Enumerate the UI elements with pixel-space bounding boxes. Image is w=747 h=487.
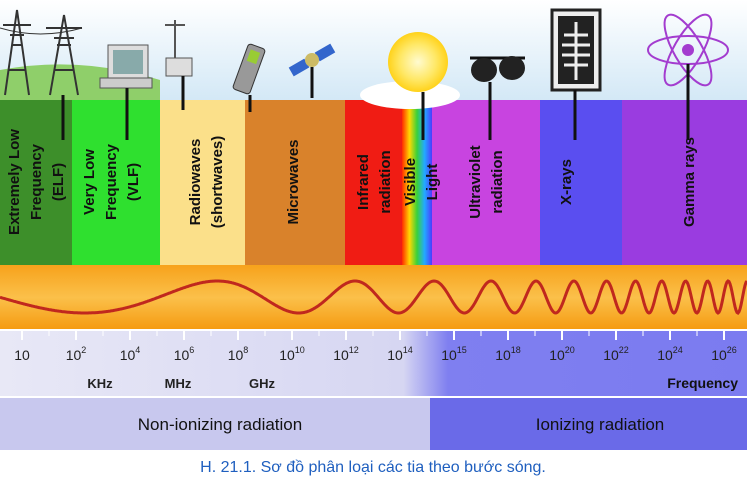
power-towers <box>0 9 83 96</box>
axis-band <box>0 330 747 396</box>
tick-exp: 10 <box>295 345 305 355</box>
caption: H. 21.1. Sơ đồ phân loại các tia theo bư… <box>200 459 546 476</box>
band <box>160 100 245 265</box>
band <box>72 100 160 265</box>
band-label: (shortwaves) <box>209 136 226 229</box>
band-label: Very Low <box>81 149 98 215</box>
unit-label: KHz <box>87 376 113 391</box>
tick-base: 10 <box>66 347 82 363</box>
tick-label: 102 <box>66 345 87 363</box>
ionizing-region <box>430 398 747 450</box>
tick-base: 10 <box>657 347 673 363</box>
tick-base: 10 <box>14 347 30 363</box>
band-label: Infrared <box>355 154 372 210</box>
tick-base: 10 <box>549 347 565 363</box>
tick-exp: 18 <box>511 345 521 355</box>
tick-exp: 24 <box>673 345 683 355</box>
tick-exp: 6 <box>189 345 194 355</box>
wave <box>0 279 747 315</box>
band <box>245 100 345 265</box>
band <box>540 100 622 265</box>
band-label: Light <box>424 164 441 201</box>
tick-label: 1014 <box>387 345 413 363</box>
band-label: radiation <box>489 150 506 213</box>
tick-base: 10 <box>333 347 349 363</box>
tick-base: 10 <box>441 347 457 363</box>
band-label: Gamma rays <box>681 137 698 227</box>
band-label: Frequency <box>28 143 45 220</box>
tick-exp: 22 <box>619 345 629 355</box>
antenna-icon <box>165 20 193 77</box>
band-label: Radiowaves <box>187 139 204 226</box>
tick-label: 1024 <box>657 345 683 363</box>
pointer-lines <box>61 64 690 140</box>
computer-icon <box>99 44 153 89</box>
tick-exp: 2 <box>81 345 86 355</box>
sun-icon <box>360 32 460 109</box>
region-label: Non-ionizing radiation <box>138 415 302 434</box>
tick-base: 10 <box>495 347 511 363</box>
band-label: radiation <box>377 150 394 213</box>
tick-label: 1022 <box>603 345 629 363</box>
band-label: (ELF) <box>50 163 67 201</box>
non-ionizing-region <box>0 398 430 450</box>
band-group <box>0 100 747 265</box>
tick-label: 1015 <box>441 345 467 363</box>
tick-label: 104 <box>120 345 141 363</box>
xray-icon <box>550 8 602 92</box>
wave-band <box>0 265 747 330</box>
tick-base: 10 <box>228 347 244 363</box>
tick-label: 1026 <box>711 345 737 363</box>
unit-label: GHz <box>249 376 276 391</box>
band-label: Microwaves <box>285 139 302 224</box>
phone-icon <box>232 43 266 95</box>
band <box>345 100 402 265</box>
tick-base: 10 <box>711 347 727 363</box>
unit-label: MHz <box>165 376 192 391</box>
tick-exp: 12 <box>349 345 359 355</box>
tick-exp: 8 <box>243 345 248 355</box>
region-label: Ionizing radiation <box>536 415 665 434</box>
tick-label: 108 <box>228 345 249 363</box>
axis-label: Frequency <box>667 375 738 391</box>
band <box>622 100 747 265</box>
tick-label: 1018 <box>495 345 521 363</box>
band <box>432 100 540 265</box>
band-label: Frequency <box>103 143 120 220</box>
band-label: X-rays <box>558 159 575 205</box>
band-label: Extremely Low <box>6 129 23 235</box>
tick-base: 10 <box>174 347 190 363</box>
tick-base: 10 <box>120 347 136 363</box>
tick-exp: 14 <box>403 345 413 355</box>
atom-icon <box>647 13 729 87</box>
tick-base: 10 <box>387 347 403 363</box>
tick-label: 106 <box>174 345 195 363</box>
tick-label: 1020 <box>549 345 575 363</box>
tick-label: 1012 <box>333 345 359 363</box>
band-label: Ultraviolet <box>467 145 484 218</box>
tick-exp: 4 <box>135 345 140 355</box>
tick-label: 10 <box>14 347 30 363</box>
tick-base: 10 <box>603 347 619 363</box>
tick-exp: 20 <box>565 345 575 355</box>
tick-label: 1010 <box>279 345 305 363</box>
satellite-icon <box>288 43 336 77</box>
tick-exp: 26 <box>727 345 737 355</box>
band-label: (VLF) <box>125 163 142 201</box>
tick-exp: 15 <box>457 345 467 355</box>
tick-base: 10 <box>279 347 295 363</box>
glasses-icon <box>470 56 525 82</box>
band-label: Visible <box>402 158 419 206</box>
band <box>402 100 432 265</box>
band <box>0 100 72 265</box>
